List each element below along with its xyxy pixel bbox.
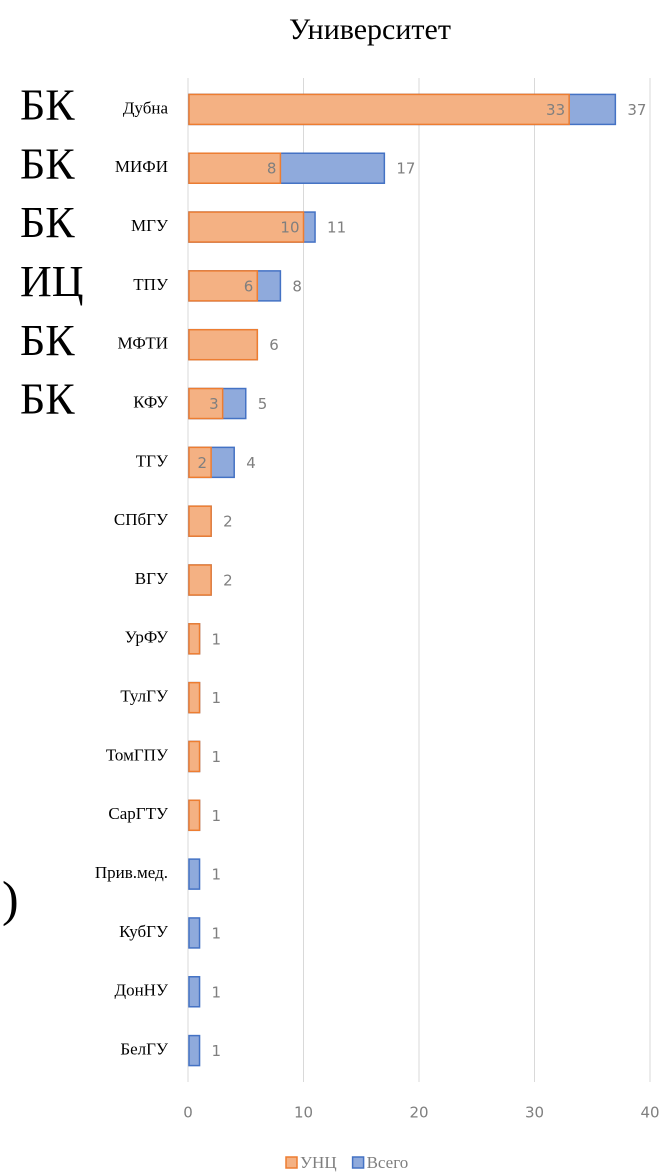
- annotation: ): [2, 871, 19, 927]
- bar: [188, 917, 201, 949]
- legend-label: Всего: [367, 1153, 409, 1172]
- x-tick-label: 10: [294, 1104, 313, 1122]
- data-label: 6: [269, 336, 279, 354]
- y-tick-label: ТомГПУ: [106, 745, 169, 764]
- bar: [188, 387, 224, 420]
- annotation: ИЦ: [20, 257, 84, 306]
- x-tick-label: 20: [409, 1104, 428, 1122]
- x-tick-label: 0: [183, 1104, 193, 1122]
- y-tick-label: МГУ: [131, 216, 169, 235]
- data-label: 1: [212, 1042, 222, 1060]
- legend-swatch: [285, 1156, 298, 1169]
- bar: [188, 505, 212, 537]
- y-tick-label: ДонНУ: [114, 981, 168, 1000]
- data-label: 1: [212, 689, 222, 707]
- data-label: 37: [627, 101, 646, 119]
- y-tick-label: СПбГУ: [114, 510, 169, 529]
- bar: [188, 152, 282, 184]
- bar: [188, 270, 259, 302]
- bar: [188, 799, 201, 832]
- y-tick-label: ВГУ: [135, 569, 169, 588]
- bar: [188, 328, 259, 361]
- data-label: 2: [198, 454, 208, 472]
- data-label: 1: [212, 807, 222, 825]
- y-tick-label: ТГУ: [136, 451, 169, 470]
- bar: [188, 446, 212, 479]
- data-label: 2: [223, 572, 233, 590]
- data-label: 2: [223, 513, 233, 531]
- y-tick-label: МИФИ: [115, 157, 168, 176]
- data-label: 8: [267, 160, 277, 178]
- y-tick-label: ТПУ: [133, 275, 169, 294]
- annotation: БК: [20, 139, 75, 188]
- data-label: 1: [212, 866, 222, 884]
- annotation: БК: [20, 198, 75, 247]
- legend-label: УНЦ: [300, 1153, 337, 1172]
- data-label: 17: [396, 160, 415, 178]
- chart-title: Университет: [289, 13, 451, 46]
- y-tick-label: ТулГУ: [120, 687, 169, 706]
- bar: [188, 740, 201, 773]
- y-tick-label: КФУ: [133, 392, 169, 411]
- data-label: 3: [209, 395, 219, 413]
- data-label: 4: [246, 454, 256, 472]
- x-tick-label: 30: [525, 1104, 544, 1122]
- y-tick-label: БелГУ: [120, 1039, 169, 1058]
- data-label: 1: [212, 748, 222, 766]
- data-label: 1: [212, 630, 222, 648]
- bar: [188, 681, 201, 714]
- bar: [188, 93, 570, 126]
- y-tick-label: Дубна: [123, 98, 169, 117]
- y-tick-label: КубГУ: [119, 922, 169, 941]
- bar: [188, 976, 201, 1008]
- data-label: 10: [280, 219, 299, 237]
- data-label: 5: [258, 395, 268, 413]
- y-tick-label: Прив.мед.: [95, 863, 168, 882]
- annotation: БК: [20, 375, 75, 424]
- bar: [188, 211, 305, 243]
- data-label: 33: [546, 101, 565, 119]
- data-label: 6: [244, 277, 254, 295]
- bar: [188, 1034, 201, 1067]
- legend-swatch: [351, 1156, 365, 1169]
- y-tick-label: УрФУ: [125, 628, 169, 647]
- bar: [188, 858, 201, 890]
- data-label: 1: [212, 983, 222, 1001]
- y-tick-label: СарГТУ: [108, 804, 169, 823]
- data-label: 1: [212, 924, 222, 942]
- bar: [188, 623, 201, 655]
- data-label: 11: [327, 219, 346, 237]
- bar: [188, 564, 212, 596]
- annotation: БК: [20, 81, 75, 130]
- y-tick-label: МФТИ: [117, 334, 168, 353]
- data-label: 8: [292, 277, 302, 295]
- annotation: БК: [20, 316, 75, 365]
- x-tick-label: 40: [640, 1104, 659, 1122]
